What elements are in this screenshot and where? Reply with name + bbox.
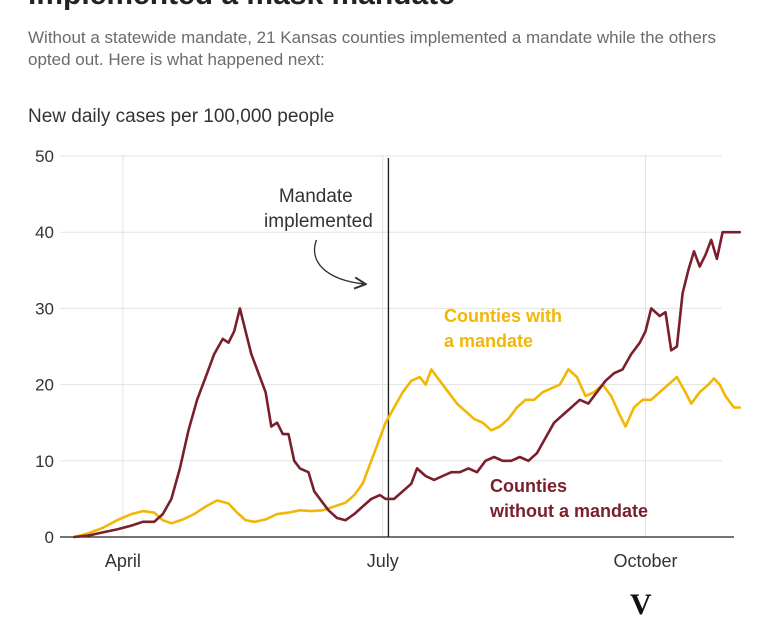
y-axis-ticks: 0 10 20 30 40 50 bbox=[35, 147, 54, 547]
mandate-annotation-line-1: Mandate bbox=[279, 186, 353, 207]
mandate-annotation-text: Mandate implemented bbox=[264, 186, 373, 232]
mandate-annotation: Mandate implemented bbox=[264, 158, 390, 537]
y-tick-label: 40 bbox=[35, 223, 54, 242]
x-tick-label: October bbox=[613, 551, 677, 571]
grid-lines bbox=[60, 154, 722, 537]
y-tick-label: 10 bbox=[35, 452, 54, 471]
x-tick-label: July bbox=[367, 551, 399, 571]
y-tick-label: 30 bbox=[35, 299, 54, 318]
series-line-without-mandate bbox=[73, 230, 741, 539]
series-label-without-mandate-line-2: without a mandate bbox=[489, 501, 648, 521]
y-tick-label: 0 bbox=[45, 528, 54, 547]
vox-logo: V bbox=[630, 588, 652, 621]
series-label-with-mandate-line-2: a mandate bbox=[444, 331, 533, 351]
y-tick-label: 50 bbox=[35, 147, 54, 166]
series-label-without-mandate-line-1: Counties bbox=[490, 476, 567, 496]
chart-subtitle: Without a statewide mandate, 21 Kansas c… bbox=[28, 28, 716, 69]
series-label-with-mandate-line-1: Counties with bbox=[444, 306, 562, 326]
x-axis-ticks: April July October bbox=[105, 551, 678, 571]
y-tick-label: 20 bbox=[35, 376, 54, 395]
mandate-annotation-arrow bbox=[314, 239, 365, 284]
mandate-annotation-line-2: implemented bbox=[264, 211, 373, 232]
series-label-with-mandate: Counties with a mandate bbox=[444, 306, 567, 351]
line-chart: 0 10 20 30 40 50 April July October Mandate imp… bbox=[35, 147, 741, 571]
series-lines bbox=[73, 230, 741, 539]
series-label-without-mandate: Counties without a mandate bbox=[489, 476, 648, 521]
x-tick-label: April bbox=[105, 551, 141, 571]
chart-title: implemented a mask mandate bbox=[28, 0, 455, 12]
y-axis-label: New daily cases per 100,000 people bbox=[28, 106, 335, 127]
series-line-with-mandate bbox=[73, 368, 741, 539]
